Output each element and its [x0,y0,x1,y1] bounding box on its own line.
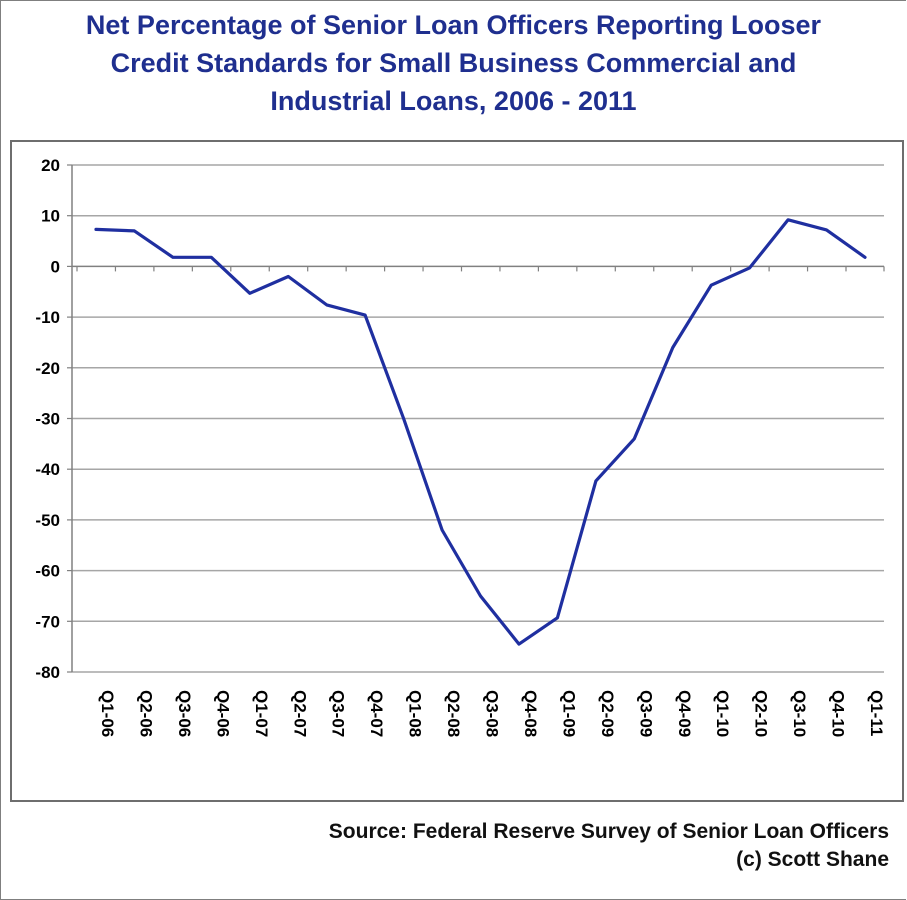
x-tick-label: Q1-06 [98,690,117,737]
x-tick-label: Q2-08 [444,690,463,737]
y-tick-label: -80 [35,663,60,682]
source-text: Source: Federal Reserve Survey of Senior… [328,820,889,843]
x-tick-label: Q4-07 [367,690,386,737]
x-tick-label: Q3-06 [175,690,194,737]
x-tick-label: Q4-10 [829,690,848,737]
y-tick-label: 0 [51,257,60,276]
chart-title-line-3: Industrial Loans, 2006 - 2011 [270,86,637,116]
x-tick-label: Q1-10 [713,690,732,737]
x-tick-label: Q4-09 [675,690,694,737]
series-line-0 [94,218,867,646]
x-tick-label: Q4-08 [521,690,540,737]
x-tick-label: Q2-10 [752,690,771,737]
y-tick-label: -40 [35,460,60,479]
y-tick-labels: 20 10 0 -10 -20 -30 -40 -50 -60 -70 -80 [35,156,60,682]
x-tick-label: Q3-10 [790,690,809,737]
x-tick-label: Q2-07 [290,690,309,737]
x-tick-label: Q3-07 [329,690,348,737]
x-tick-label: Q1-09 [559,690,578,737]
y-tick-label: -30 [35,410,60,429]
source-note: Source: Federal Reserve Survey of Senior… [329,818,889,874]
x-tick-label: Q2-09 [598,690,617,737]
x-tick-label: Q2-06 [136,690,155,737]
data-series [94,218,867,646]
x-tick-label: Q4-06 [213,690,232,737]
x-tick-labels: Q1-06 Q2-06 Q3-06 Q4-06 Q1-07 Q2-07 Q3-07 Q4-07… [98,690,886,737]
plot-area-border [10,140,904,802]
x-tick-label: Q1-08 [406,690,425,737]
x-tick-label: Q1-11 [867,690,886,736]
x-tick-label: Q1-07 [252,690,271,737]
axes [67,164,885,673]
y-tick-label: 10 [41,207,60,226]
gridlines [72,164,884,673]
y-tick-label: -20 [35,359,60,378]
x-tick-label: Q3-09 [636,690,655,737]
credit-text: (c) Scott Shane [736,848,889,871]
chart-title-line-2: Credit Standards for Small Business Comm… [110,48,797,78]
x-tick-label: Q3-08 [483,690,502,737]
chart-title-line-1: Net Percentage of Senior Loan Officers R… [85,10,822,40]
y-tick-label: -60 [35,562,60,581]
y-tick-label: -10 [35,308,60,327]
chart-title: Net Percentage of Senior Loan Officers R… [0,6,907,120]
y-tick-label: -50 [35,511,60,530]
y-tick-label: 20 [41,156,60,175]
y-tick-label: -70 [35,612,60,631]
